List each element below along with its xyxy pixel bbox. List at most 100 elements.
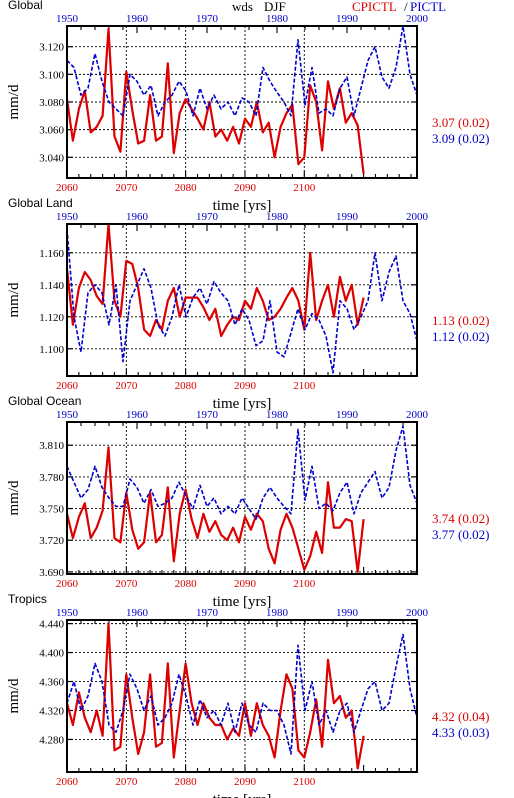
panel-title: Global Land xyxy=(8,196,73,210)
y-tick-label: 1.160 xyxy=(39,248,64,260)
y-tick-label: 3.810 xyxy=(39,440,64,452)
y-tick-label: 3.750 xyxy=(39,504,64,516)
panel-0: Global 3.040 3.060 3.080 3.100 3.120 2060 2070 2… xyxy=(6,0,489,214)
x-top-tick-label: 1990 xyxy=(336,409,359,421)
x-bottom-tick-label: 2070 xyxy=(115,182,138,194)
header-variable: wds xyxy=(232,0,253,14)
x-bottom-tick-label: 2090 xyxy=(234,380,257,392)
x-bottom-tick-label: 2070 xyxy=(115,776,138,788)
stat-pictl: 1.12 (0.02) xyxy=(432,329,489,344)
x-bottom-tick-label: 2080 xyxy=(175,578,198,590)
x-bottom-tick-label: 2060 xyxy=(56,182,79,194)
y-tick-label: 3.720 xyxy=(39,535,64,547)
stat-cpictl: 4.32 (0.04) xyxy=(432,709,489,724)
x-top-tick-label: 2000 xyxy=(406,409,429,421)
x-bottom-tick-label: 2060 xyxy=(56,578,79,590)
y-axis-label: mm/d xyxy=(6,480,22,516)
stat-pictl: 3.77 (0.02) xyxy=(432,527,489,542)
y-tick-label: 3.100 xyxy=(39,69,64,81)
x-top-tick-label: 1950 xyxy=(56,607,79,619)
x-bottom-tick-label: 2100 xyxy=(293,578,316,590)
series-line-pictl xyxy=(66,633,418,755)
x-top-tick-label: 1960 xyxy=(126,607,149,619)
plot-frame xyxy=(66,421,418,575)
stat-pictl: 4.33 (0.03) xyxy=(432,725,489,740)
y-tick-label: 3.060 xyxy=(39,125,64,137)
series-line-cpictl xyxy=(65,622,365,770)
series-line-pictl xyxy=(66,228,418,374)
x-top-tick-label: 1950 xyxy=(56,409,79,421)
x-top-tick-label: 2000 xyxy=(406,211,429,223)
x-bottom-tick-label: 2070 xyxy=(115,380,138,392)
y-tick-label: 3.690 xyxy=(39,567,64,579)
header-season: DJF xyxy=(264,0,286,14)
x-top-tick-label: 2000 xyxy=(406,607,429,619)
x-top-tick-label: 1960 xyxy=(126,211,149,223)
x-top-tick-label: 1980 xyxy=(266,13,289,25)
series-line-pictl xyxy=(66,425,418,520)
x-bottom-tick-label: 2100 xyxy=(293,380,316,392)
panel-title: Global xyxy=(8,0,43,12)
y-tick-label: 1.140 xyxy=(39,280,64,292)
panel-1: Global Land 1.100 1.120 1.140 1.160 2060 2070 2… xyxy=(6,196,489,412)
y-tick-label: 3.780 xyxy=(39,472,64,484)
series-line-cpictl xyxy=(65,222,365,338)
x-top-tick-label: 1950 xyxy=(56,13,79,25)
x-top-tick-label: 1980 xyxy=(266,211,289,223)
y-axis-label: mm/d xyxy=(6,84,22,120)
y-axis-label: mm/d xyxy=(6,678,22,714)
header-slash: / xyxy=(404,0,408,14)
x-bottom-tick-label: 2060 xyxy=(56,380,79,392)
x-top-tick-label: 1960 xyxy=(126,13,149,25)
x-bottom-tick-label: 2090 xyxy=(234,776,257,788)
x-top-tick-label: 1970 xyxy=(196,211,219,223)
stat-pictl: 3.09 (0.02) xyxy=(432,131,489,146)
panel-2: Global Ocean 3.690 3.720 3.750 3.780 3.810 206… xyxy=(6,394,489,610)
x-bottom-tick-label: 2080 xyxy=(175,182,198,194)
y-tick-label: 4.440 xyxy=(39,619,64,631)
x-bottom-tick-label: 2080 xyxy=(175,380,198,392)
x-top-tick-label: 1980 xyxy=(266,607,289,619)
x-top-tick-label: 1990 xyxy=(336,13,359,25)
plot-frame xyxy=(66,619,418,773)
x-axis-label: time [yrs] xyxy=(213,594,272,610)
header-pi-label: PICTL xyxy=(410,0,446,14)
y-tick-label: 4.400 xyxy=(39,648,64,660)
y-tick-label: 1.100 xyxy=(39,344,64,356)
plot-frame xyxy=(66,223,418,377)
panel-3: Tropics 4.280 4.320 4.360 4.400 4.440 2060 2070… xyxy=(6,592,489,798)
stat-cpictl: 1.13 (0.02) xyxy=(432,313,489,328)
x-top-tick-label: 1950 xyxy=(56,211,79,223)
x-top-tick-label: 1970 xyxy=(196,607,219,619)
panel-title: Tropics xyxy=(8,592,47,606)
plot-frame xyxy=(66,25,418,179)
x-bottom-tick-label: 2100 xyxy=(293,776,316,788)
series-line-cpictl xyxy=(65,27,365,175)
x-axis-label: time [yrs] xyxy=(213,198,272,214)
x-top-tick-label: 1970 xyxy=(196,409,219,421)
x-top-tick-label: 1980 xyxy=(266,409,289,421)
header-cp-label: CPICTL xyxy=(352,0,397,14)
series-line-cpictl xyxy=(65,446,365,574)
x-bottom-tick-label: 2070 xyxy=(115,578,138,590)
x-bottom-tick-label: 2090 xyxy=(234,182,257,194)
x-bottom-tick-label: 2080 xyxy=(175,776,198,788)
y-tick-label: 3.080 xyxy=(39,97,64,109)
series-line-pictl xyxy=(66,25,418,117)
y-tick-label: 3.040 xyxy=(39,152,64,164)
y-tick-label: 4.320 xyxy=(39,705,64,717)
x-top-tick-label: 1990 xyxy=(336,211,359,223)
x-bottom-tick-label: 2100 xyxy=(293,182,316,194)
y-tick-label: 1.120 xyxy=(39,312,64,324)
x-top-tick-label: 1970 xyxy=(196,13,219,25)
x-top-tick-label: 1960 xyxy=(126,409,149,421)
x-top-tick-label: 1990 xyxy=(336,607,359,619)
x-bottom-tick-label: 2060 xyxy=(56,776,79,788)
x-axis-label: time [yrs] xyxy=(213,792,272,798)
x-top-tick-label: 2000 xyxy=(406,13,429,25)
y-tick-label: 3.120 xyxy=(39,42,64,54)
stat-cpictl: 3.74 (0.02) xyxy=(432,511,489,526)
y-axis-label: mm/d xyxy=(6,282,22,318)
panels: Global 3.040 3.060 3.080 3.100 3.120 2060 2070 2… xyxy=(6,0,489,798)
